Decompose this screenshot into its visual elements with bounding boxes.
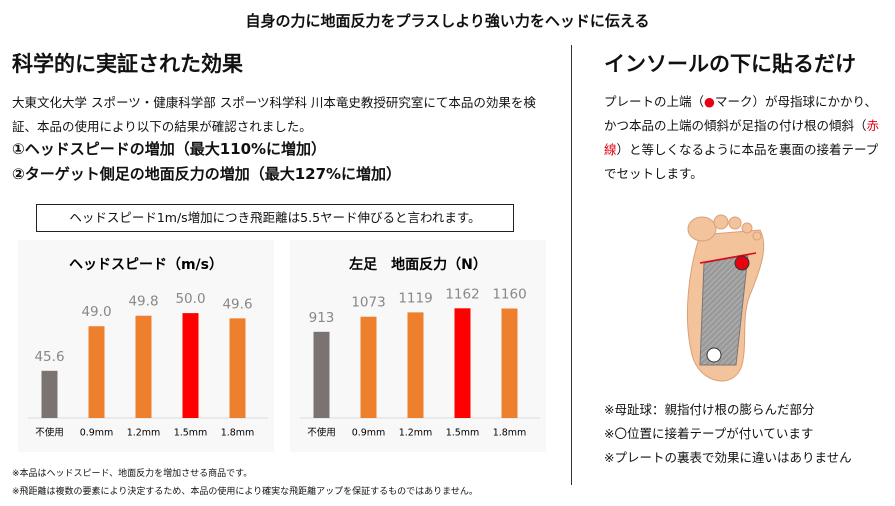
note: ※〇位置に接着テープが付いています bbox=[604, 426, 814, 441]
text-segment: プレートの上端（ bbox=[604, 94, 705, 109]
x-tick-label: 1.8mm bbox=[493, 428, 527, 439]
foot-illustration bbox=[686, 214, 765, 382]
text-segment: 赤線 bbox=[604, 118, 880, 157]
bar bbox=[454, 308, 471, 418]
x-tick-label: 0.9mm bbox=[80, 428, 114, 439]
text-segment: マーク）が母指球にかかり、かつ本品の上端の傾斜が足指の付け根の傾斜（ bbox=[604, 94, 877, 133]
chart-title: ヘッドスピード（m/s） bbox=[69, 257, 223, 273]
value-label: 49.6 bbox=[222, 296, 252, 312]
page-title: 自身の力に地面反力をプラスしより強い力をヘッドに伝える bbox=[245, 12, 650, 30]
text-segment: ）と等しくなるように本品を裏面の接着テープでセットします。 bbox=[604, 142, 879, 181]
value-label: 1073 bbox=[351, 295, 385, 311]
x-tick-label: 1.8mm bbox=[221, 428, 255, 439]
note-box: ヘッドスピード1m/s増加につき飛距離は5.5ヤード伸びると言われます。 bbox=[36, 204, 514, 232]
bar bbox=[407, 312, 424, 418]
result: ②ターゲット側足の地面反力の増加（最大127%に増加） bbox=[12, 165, 402, 183]
text-segment: ● bbox=[704, 94, 715, 109]
value-label: 913 bbox=[309, 310, 335, 326]
chart: 左足 地面反力（N） 913 不使用 1073 0.9mm 1119 1.2mm 1162 1.… bbox=[290, 240, 546, 452]
note: ※母趾球：親指付け根の膨らんだ部分 bbox=[604, 402, 815, 417]
value-label: 45.6 bbox=[34, 349, 64, 365]
value-label: 1160 bbox=[492, 286, 526, 302]
x-tick-label: 0.9mm bbox=[352, 428, 386, 439]
x-tick-label: 1.2mm bbox=[399, 428, 433, 439]
bar bbox=[501, 308, 518, 418]
x-tick-label: 不使用 bbox=[307, 427, 336, 439]
chart: ヘッドスピード（m/s） 45.6 不使用 49.0 0.9mm 49.8 1.2mm 50.… bbox=[18, 240, 274, 452]
note: ※プレートの裏表で効果に違いはありません bbox=[604, 450, 852, 465]
bar bbox=[88, 326, 105, 418]
description: 大東文化大学 スポーツ・健康科学部 スポーツ科学科 川本竜史教授研究室にて本品の… bbox=[12, 95, 536, 134]
footnote: ※飛距離は複数の要素により決定するため、本品の使用により確実な飛距離アップを保証… bbox=[12, 487, 478, 497]
bar bbox=[182, 313, 199, 418]
value-label: 1162 bbox=[445, 286, 479, 302]
divider bbox=[571, 45, 572, 485]
x-tick-label: 不使用 bbox=[35, 427, 64, 439]
x-tick-label: 1.2mm bbox=[127, 428, 161, 439]
bar bbox=[229, 318, 246, 418]
chart-title: 左足 地面反力（N） bbox=[348, 256, 487, 273]
bar bbox=[360, 316, 377, 418]
bar bbox=[135, 315, 152, 418]
value-label: 49.0 bbox=[81, 304, 111, 320]
bar bbox=[41, 370, 58, 418]
instructions: プレートの上端（●マーク）が母指球にかかり、かつ本品の上端の傾斜が足指の付け根の… bbox=[604, 90, 889, 186]
x-tick-label: 1.5mm bbox=[174, 428, 208, 439]
value-label: 50.0 bbox=[175, 291, 205, 307]
x-tick-label: 1.5mm bbox=[446, 428, 480, 439]
result: ①ヘッドスピードの増加（最大110%に増加） bbox=[12, 140, 327, 158]
value-label: 49.8 bbox=[128, 294, 158, 310]
section-heading: インソールの下に貼るだけ bbox=[604, 52, 856, 76]
footnote: ※本品はヘッドスピード、地面反力を増加させる商品です。 bbox=[12, 469, 253, 479]
bar bbox=[313, 331, 330, 418]
value-label: 1119 bbox=[398, 290, 432, 306]
section-heading: 科学的に実証された効果 bbox=[12, 52, 243, 76]
